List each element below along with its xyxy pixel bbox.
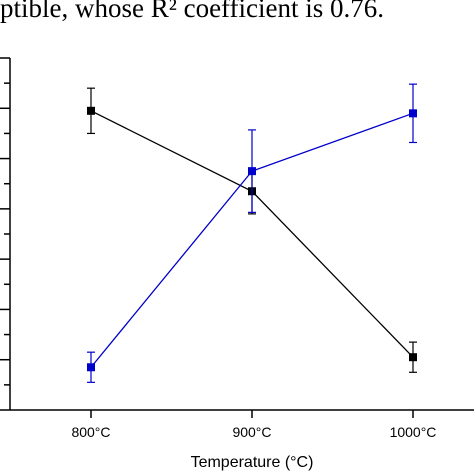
data-point xyxy=(87,363,95,372)
series-1 xyxy=(87,83,417,383)
x-axis-label: Temperature (°C) xyxy=(191,454,314,471)
x-tick-labels: 800°C 900°C 1000°C xyxy=(71,424,436,440)
x-tick-label: 1000°C xyxy=(390,424,437,440)
data-point xyxy=(248,167,256,176)
data-point xyxy=(409,109,417,118)
caption-text: ptible, whose R² coefficient is 0.76. xyxy=(0,0,474,44)
x-tick-label: 800°C xyxy=(71,424,110,440)
data-point xyxy=(409,353,417,362)
data-point xyxy=(87,106,95,115)
series-layer xyxy=(87,83,417,383)
axes xyxy=(0,57,474,418)
caption-line: ptible, whose R² coefficient is 0.76. xyxy=(0,0,385,23)
x-tick-label: 900°C xyxy=(232,424,271,440)
